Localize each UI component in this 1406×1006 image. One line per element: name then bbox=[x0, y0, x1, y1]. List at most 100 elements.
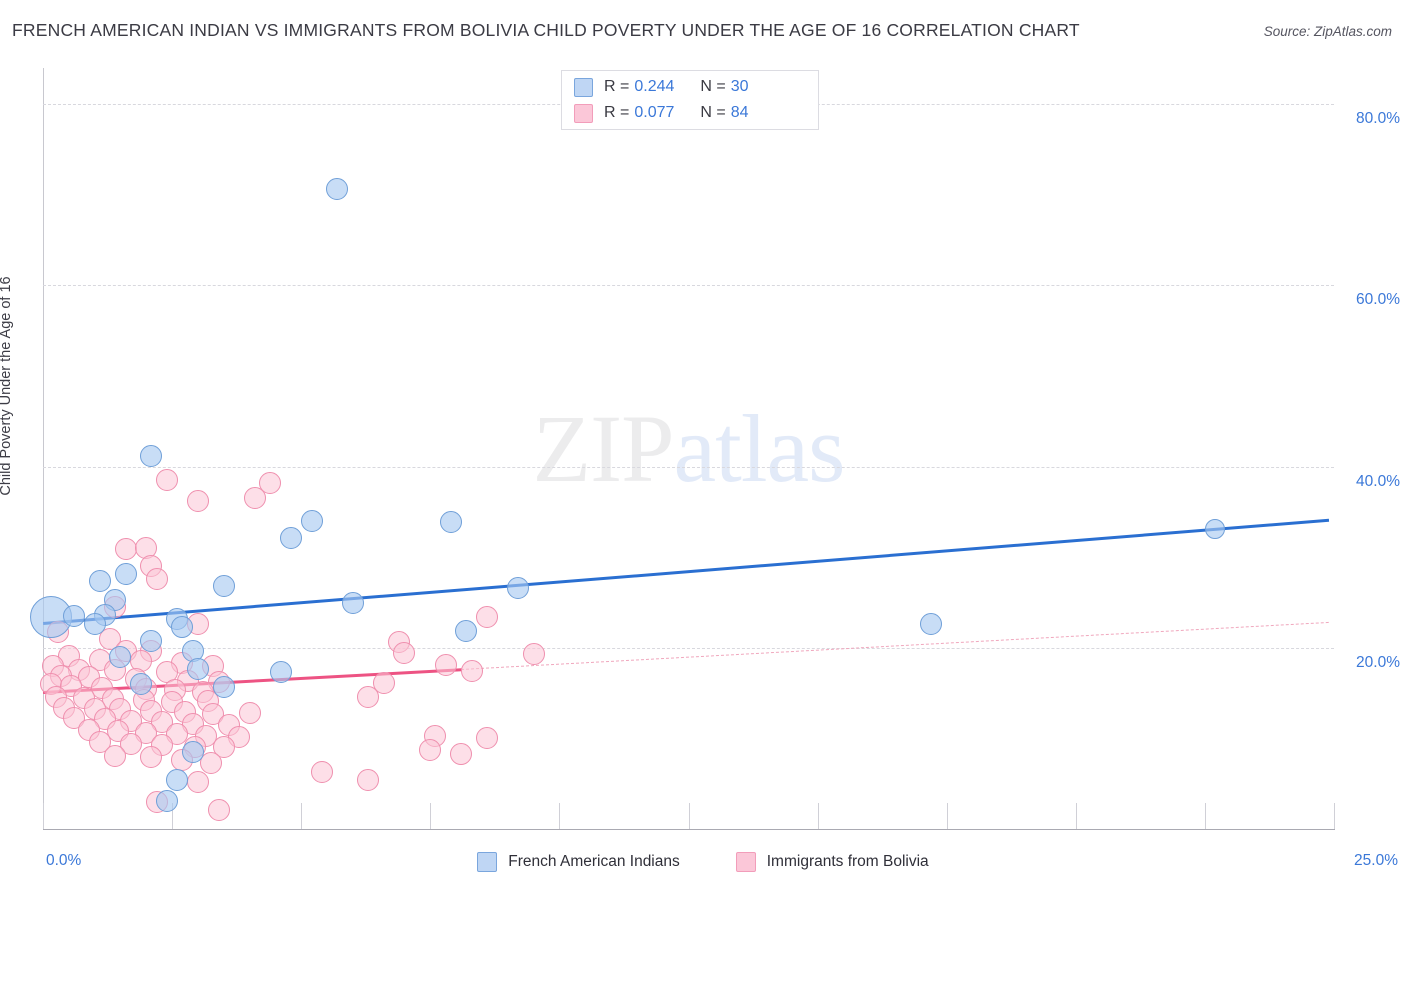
scatter-point[interactable] bbox=[419, 739, 442, 762]
chart-legend: French American Indians Immigrants from … bbox=[0, 852, 1406, 872]
scatter-point[interactable] bbox=[259, 471, 282, 494]
scatter-point[interactable] bbox=[171, 615, 194, 638]
source-label: Source: ZipAtlas.com bbox=[1263, 24, 1392, 39]
scatter-point[interactable] bbox=[62, 605, 85, 628]
x-axis-tick bbox=[946, 803, 948, 829]
scatter-point[interactable] bbox=[341, 592, 364, 615]
x-axis-tick bbox=[430, 803, 432, 829]
y-axis-tick-label: 60.0% bbox=[1356, 291, 1400, 309]
scatter-point[interactable] bbox=[199, 751, 222, 774]
stats-row-immigrants-from-bolivia: R = 0.077 N = 84 bbox=[574, 100, 806, 126]
gridline-y bbox=[43, 285, 1334, 287]
x-axis-tick bbox=[1204, 803, 1206, 829]
scatter-point[interactable] bbox=[140, 630, 163, 653]
scatter-point[interactable] bbox=[460, 660, 483, 683]
trend-line-french-american-indians bbox=[43, 518, 1330, 625]
scatter-point[interactable] bbox=[238, 702, 261, 725]
scatter-point[interactable] bbox=[181, 740, 204, 763]
y-axis-tick-label: 40.0% bbox=[1356, 472, 1400, 490]
r-label-pink: R = bbox=[604, 104, 630, 121]
x-axis-tick bbox=[172, 803, 174, 829]
trend-line-dashed-immigrants-from-bolivia bbox=[461, 621, 1329, 670]
scatter-point[interactable] bbox=[83, 613, 106, 636]
x-axis-label-max: 25.0% bbox=[1354, 852, 1398, 869]
correlation-stats-box: R = 0.244 N = 30 R = 0.077 N = 84 bbox=[561, 70, 819, 130]
x-axis-tick bbox=[688, 803, 690, 829]
scatter-point[interactable] bbox=[114, 538, 137, 561]
scatter-point[interactable] bbox=[114, 563, 137, 586]
y-axis-line bbox=[43, 68, 44, 830]
r-label-blue: R = bbox=[604, 78, 630, 95]
stats-row-french-american-indians: R = 0.244 N = 30 bbox=[574, 74, 806, 100]
scatter-point[interactable] bbox=[88, 731, 111, 754]
x-axis-tick bbox=[1334, 803, 1335, 829]
scatter-point[interactable] bbox=[434, 654, 457, 677]
y-axis-tick-label: 20.0% bbox=[1356, 653, 1400, 671]
legend-label-pink: Immigrants from Bolivia bbox=[766, 853, 929, 870]
series-swatch-icon-pink bbox=[574, 103, 593, 123]
gridline-y bbox=[43, 647, 1334, 649]
correlation-chart: FRENCH AMERICAN INDIAN VS IMMIGRANTS FRO… bbox=[0, 20, 1406, 872]
scatter-point[interactable] bbox=[186, 490, 209, 513]
y-axis-tick-label: 80.0% bbox=[1356, 110, 1400, 128]
scatter-point[interactable] bbox=[88, 569, 111, 592]
gridline-y bbox=[43, 466, 1334, 468]
watermark-zip: ZIP bbox=[532, 395, 675, 502]
scatter-point[interactable] bbox=[372, 672, 395, 695]
legend-item-immigrants-from-bolivia[interactable]: Immigrants from Bolivia bbox=[735, 852, 929, 872]
scatter-point[interactable] bbox=[455, 619, 478, 642]
x-axis-line bbox=[43, 829, 1335, 830]
scatter-point[interactable] bbox=[310, 760, 333, 783]
scatter-point[interactable] bbox=[207, 798, 230, 821]
legend-swatch-icon-blue bbox=[477, 852, 498, 872]
zipatlas-watermark: ZIP atlas bbox=[43, 68, 1334, 829]
page-title: FRENCH AMERICAN INDIAN VS IMMIGRANTS FRO… bbox=[12, 20, 1080, 40]
scatter-point[interactable] bbox=[140, 444, 163, 467]
scatter-point[interactable] bbox=[920, 613, 943, 636]
legend-swatch-icon-pink bbox=[735, 852, 756, 872]
scatter-point[interactable] bbox=[269, 661, 292, 684]
scatter-point[interactable] bbox=[439, 510, 462, 533]
scatter-point[interactable] bbox=[104, 744, 127, 767]
scatter-point[interactable] bbox=[450, 742, 473, 765]
scatter-point[interactable] bbox=[186, 657, 209, 680]
scatter-point[interactable] bbox=[212, 736, 235, 759]
scatter-point[interactable] bbox=[212, 675, 235, 698]
scatter-point[interactable] bbox=[186, 770, 209, 793]
plot-area: ZIP atlas bbox=[29, 68, 1335, 829]
r-value-pink: 0.077 bbox=[634, 104, 675, 121]
scatter-point[interactable] bbox=[357, 685, 380, 708]
x-axis-tick bbox=[301, 803, 303, 829]
x-axis-tick bbox=[817, 803, 819, 829]
legend-label-blue: French American Indians bbox=[508, 853, 680, 870]
series-swatch-icon-blue bbox=[574, 77, 593, 97]
r-value-blue: 0.244 bbox=[634, 78, 675, 95]
scatter-point[interactable] bbox=[166, 769, 189, 792]
x-axis-label-min: 0.0% bbox=[46, 852, 82, 869]
scatter-point[interactable] bbox=[212, 575, 235, 598]
legend-item-french-american-indians[interactable]: French American Indians bbox=[477, 852, 680, 872]
scatter-point[interactable] bbox=[326, 178, 349, 201]
scatter-point[interactable] bbox=[522, 643, 545, 666]
scatter-point[interactable] bbox=[393, 642, 416, 665]
scatter-point[interactable] bbox=[155, 789, 178, 812]
scatter-point[interactable] bbox=[155, 469, 178, 492]
scatter-point[interactable] bbox=[279, 527, 302, 550]
scatter-point[interactable] bbox=[1205, 519, 1226, 540]
scatter-point[interactable] bbox=[119, 732, 142, 755]
watermark-atlas: atlas bbox=[673, 395, 846, 502]
x-axis-tick bbox=[559, 803, 561, 829]
scatter-point[interactable] bbox=[243, 487, 266, 510]
scatter-point[interactable] bbox=[300, 509, 323, 532]
scatter-point[interactable] bbox=[507, 577, 530, 600]
scatter-point[interactable] bbox=[145, 567, 168, 590]
scatter-point[interactable] bbox=[140, 746, 163, 769]
scatter-point[interactable] bbox=[476, 727, 499, 750]
scatter-point[interactable] bbox=[476, 606, 499, 628]
scatter-point[interactable] bbox=[357, 769, 380, 792]
n-label-blue: N = bbox=[700, 78, 726, 95]
x-axis-tick bbox=[43, 803, 44, 829]
scatter-point[interactable] bbox=[109, 645, 132, 668]
scatter-point[interactable] bbox=[130, 673, 153, 696]
n-label-pink: N = bbox=[700, 104, 726, 121]
